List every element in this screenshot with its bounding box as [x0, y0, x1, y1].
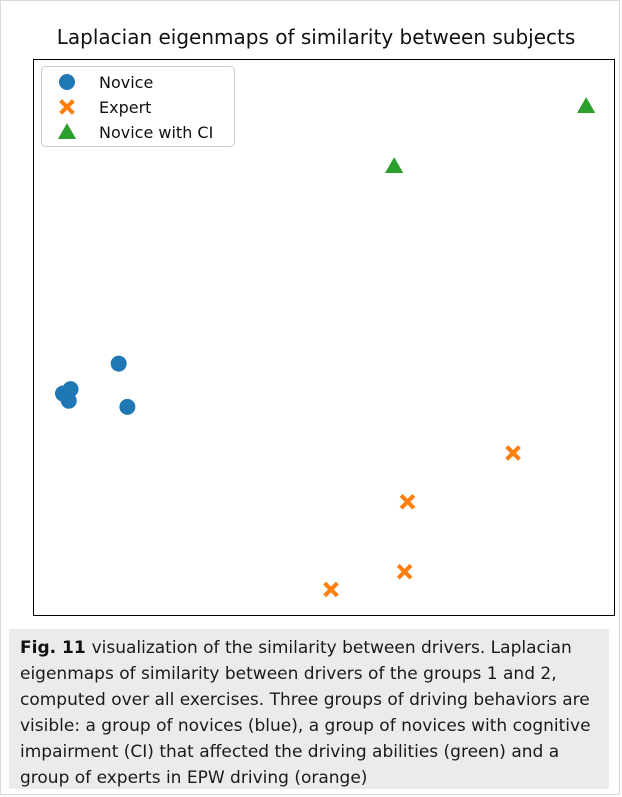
expert-point: [505, 445, 521, 461]
figure-caption: Fig. 11 visualization of the similarity …: [9, 629, 609, 789]
legend-label-novice: Novice: [99, 73, 153, 92]
marks-layer: [55, 97, 596, 598]
novice-point: [60, 392, 77, 409]
novice-with-ci-point: [577, 97, 596, 114]
novice-point: [110, 355, 127, 372]
scatter-chart: Laplacian eigenmaps of similarity betwee…: [33, 25, 615, 616]
legend-marker-novice: [59, 74, 75, 90]
expert-point: [323, 581, 339, 598]
legend: Novice Expert Novice with CI: [41, 66, 235, 147]
legend-label-novice-with-ci: Novice with CI: [99, 123, 213, 142]
legend-marker-novice-with-ci: [57, 123, 77, 139]
plot-area-frame: [33, 59, 615, 616]
legend-marker-expert: [59, 99, 75, 115]
caption-text: visualization of the similarity between …: [20, 638, 591, 788]
caption-label: Fig. 11: [20, 638, 92, 658]
expert-point: [396, 563, 413, 580]
expert-point: [399, 493, 416, 510]
legend-label-expert: Expert: [99, 98, 151, 117]
chart-title: Laplacian eigenmaps of similarity betwee…: [57, 25, 576, 49]
novice-with-ci-point: [385, 157, 404, 173]
legend-box: [41, 66, 235, 147]
novice-point: [119, 398, 136, 415]
figure-panel: Laplacian eigenmaps of similarity betwee…: [9, 9, 619, 629]
